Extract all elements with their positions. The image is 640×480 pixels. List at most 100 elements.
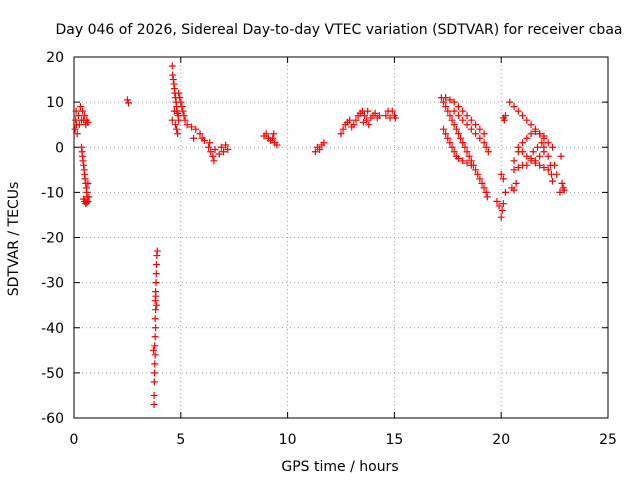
data-point (388, 107, 396, 115)
data-point (444, 107, 452, 115)
data-point (81, 112, 89, 120)
data-point (536, 152, 544, 160)
data-point (500, 116, 508, 124)
data-point (152, 324, 160, 332)
data-point (450, 107, 458, 115)
data-point (482, 188, 490, 196)
data-point (558, 179, 566, 187)
data-point (472, 166, 480, 174)
data-point (181, 116, 189, 124)
data-point (442, 103, 450, 111)
data-point (352, 116, 360, 124)
data-point (472, 121, 480, 129)
data-point (495, 202, 503, 210)
data-point (180, 112, 188, 120)
data-point (527, 121, 535, 129)
data-point (459, 116, 467, 124)
data-point (79, 157, 87, 165)
data-point (339, 125, 347, 133)
data-point (149, 346, 157, 354)
data-point (459, 157, 467, 165)
data-point (71, 125, 79, 133)
data-point (150, 391, 158, 399)
data-point (350, 121, 358, 129)
data-point (391, 114, 399, 122)
data-point (77, 143, 85, 151)
data-point (440, 125, 448, 133)
data-point (153, 301, 161, 309)
data-point (442, 94, 450, 102)
data-point (174, 130, 182, 138)
data-point (187, 123, 195, 131)
data-point (151, 333, 159, 341)
data-point (499, 200, 507, 208)
y-tick-label: -10 (41, 185, 64, 201)
data-point (446, 112, 454, 120)
data-point (192, 125, 200, 133)
data-point (476, 175, 484, 183)
data-point (459, 107, 467, 115)
data-point (79, 107, 87, 115)
data-point (150, 400, 158, 408)
data-point (544, 166, 552, 174)
data-point (474, 170, 482, 178)
data-point (514, 164, 522, 172)
data-point (262, 130, 270, 138)
data-point (523, 116, 531, 124)
data-point (175, 116, 183, 124)
data-point (375, 112, 383, 120)
data-point (452, 125, 460, 133)
data-point (556, 188, 564, 196)
data-point (463, 121, 471, 129)
data-point (209, 152, 217, 160)
data-point (450, 148, 458, 156)
data-point (446, 96, 454, 104)
data-point (531, 157, 539, 165)
chart-title: Day 046 of 2026, Sidereal Day-to-day VTE… (56, 22, 623, 38)
data-point (200, 136, 208, 144)
data-point (360, 112, 368, 120)
y-axis-label: SDTVAR / TECUs (6, 182, 22, 297)
data-point (501, 112, 509, 120)
data-point (523, 161, 531, 169)
data-point (501, 188, 509, 196)
data-point (510, 103, 518, 111)
data-point (75, 121, 83, 129)
data-point (551, 161, 559, 169)
data-point (506, 98, 514, 106)
data-point (463, 148, 471, 156)
data-point (207, 148, 215, 156)
data-point (205, 143, 213, 151)
data-point (450, 98, 458, 106)
y-tick-label: 0 (55, 140, 64, 156)
data-point (480, 130, 488, 138)
data-point (493, 197, 501, 205)
data-point (168, 116, 176, 124)
data-point (178, 103, 186, 111)
x-tick-label: 25 (599, 432, 617, 448)
data-point (463, 159, 471, 167)
data-point (467, 125, 475, 133)
data-point (270, 130, 278, 138)
data-point (510, 157, 518, 165)
data-point (151, 351, 159, 359)
y-tick-label: 10 (46, 95, 64, 111)
data-point (514, 107, 522, 115)
data-point (523, 134, 531, 142)
data-point (151, 297, 159, 305)
data-point (337, 130, 345, 138)
data-point (461, 143, 469, 151)
data-point (459, 139, 467, 147)
data-point (176, 94, 184, 102)
data-point (514, 143, 522, 151)
data-point (72, 107, 80, 115)
data-point (80, 161, 88, 169)
data-point (273, 141, 281, 149)
data-point (84, 118, 92, 126)
data-point (544, 139, 552, 147)
data-point (463, 112, 471, 120)
data-point (476, 134, 484, 142)
data-point (177, 98, 185, 106)
data-point (222, 141, 230, 149)
